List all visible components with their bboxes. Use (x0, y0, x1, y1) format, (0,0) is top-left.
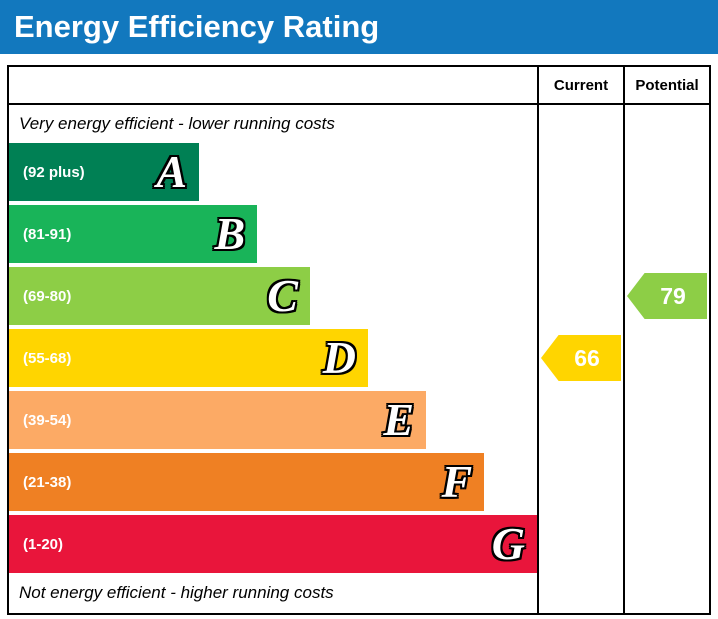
band-bar-f: (21-38) F (9, 453, 485, 511)
band-row-g: (1-20) G (9, 515, 537, 573)
potential-column-header: Potential (623, 67, 709, 103)
chart-body: Very energy efficient - lower running co… (9, 105, 709, 615)
band-letter-g: G (491, 518, 525, 569)
band-range-e: (39-54) (23, 411, 72, 429)
header-spacer (9, 67, 537, 103)
band-bar-b: (81-91) B (9, 205, 258, 263)
band-range-g: (1-20) (23, 535, 64, 553)
band-letter-d: D (322, 332, 357, 383)
band-bar-c: (69-80) C (9, 267, 310, 325)
band-row-b: (81-91) B (9, 205, 537, 263)
chart-header: Current Potential (9, 67, 709, 105)
potential-rating-value: 79 (660, 282, 686, 309)
band-range-f: (21-38) (23, 473, 72, 491)
band-row-d: (55-68) D (9, 329, 537, 387)
band-range-b: (81-91) (23, 225, 72, 243)
band-row-a: (92 plus) A (9, 143, 537, 201)
current-column: 66 (537, 105, 623, 615)
band-letter-b: B (214, 208, 246, 259)
band-bar-d: (55-68) D (9, 329, 369, 387)
current-rating-value: 66 (574, 344, 600, 371)
band-range-d: (55-68) (23, 349, 72, 367)
potential-column: 79 (623, 105, 709, 615)
bands-area: Very energy efficient - lower running co… (9, 105, 537, 615)
band-letter-a: A (156, 146, 188, 197)
top-note: Very energy efficient - lower running co… (19, 114, 335, 133)
band-row-f: (21-38) F (9, 453, 537, 511)
band-bar-e: (39-54) E (9, 391, 427, 449)
chart-box: Current Potential Very energy efficient … (7, 65, 711, 615)
band-row-c: (69-80) C (9, 267, 537, 325)
current-arrow: 66 (541, 335, 621, 381)
band-bar-a: (92 plus) A (9, 143, 200, 201)
title-bar: Energy Efficiency Rating (0, 0, 718, 54)
band-range-c: (69-80) (23, 287, 72, 305)
band-range-a: (92 plus) (23, 163, 85, 181)
band-letter-c: C (267, 270, 298, 321)
potential-arrow: 79 (627, 273, 707, 319)
band-row-e: (39-54) E (9, 391, 537, 449)
page-title: Energy Efficiency Rating (14, 9, 380, 44)
current-column-header: Current (537, 67, 623, 103)
band-letter-f: F (441, 456, 473, 507)
band-letter-e: E (383, 394, 415, 445)
band-bar-g: (1-20) G (9, 515, 537, 573)
bottom-note: Not energy efficient - higher running co… (19, 583, 334, 602)
